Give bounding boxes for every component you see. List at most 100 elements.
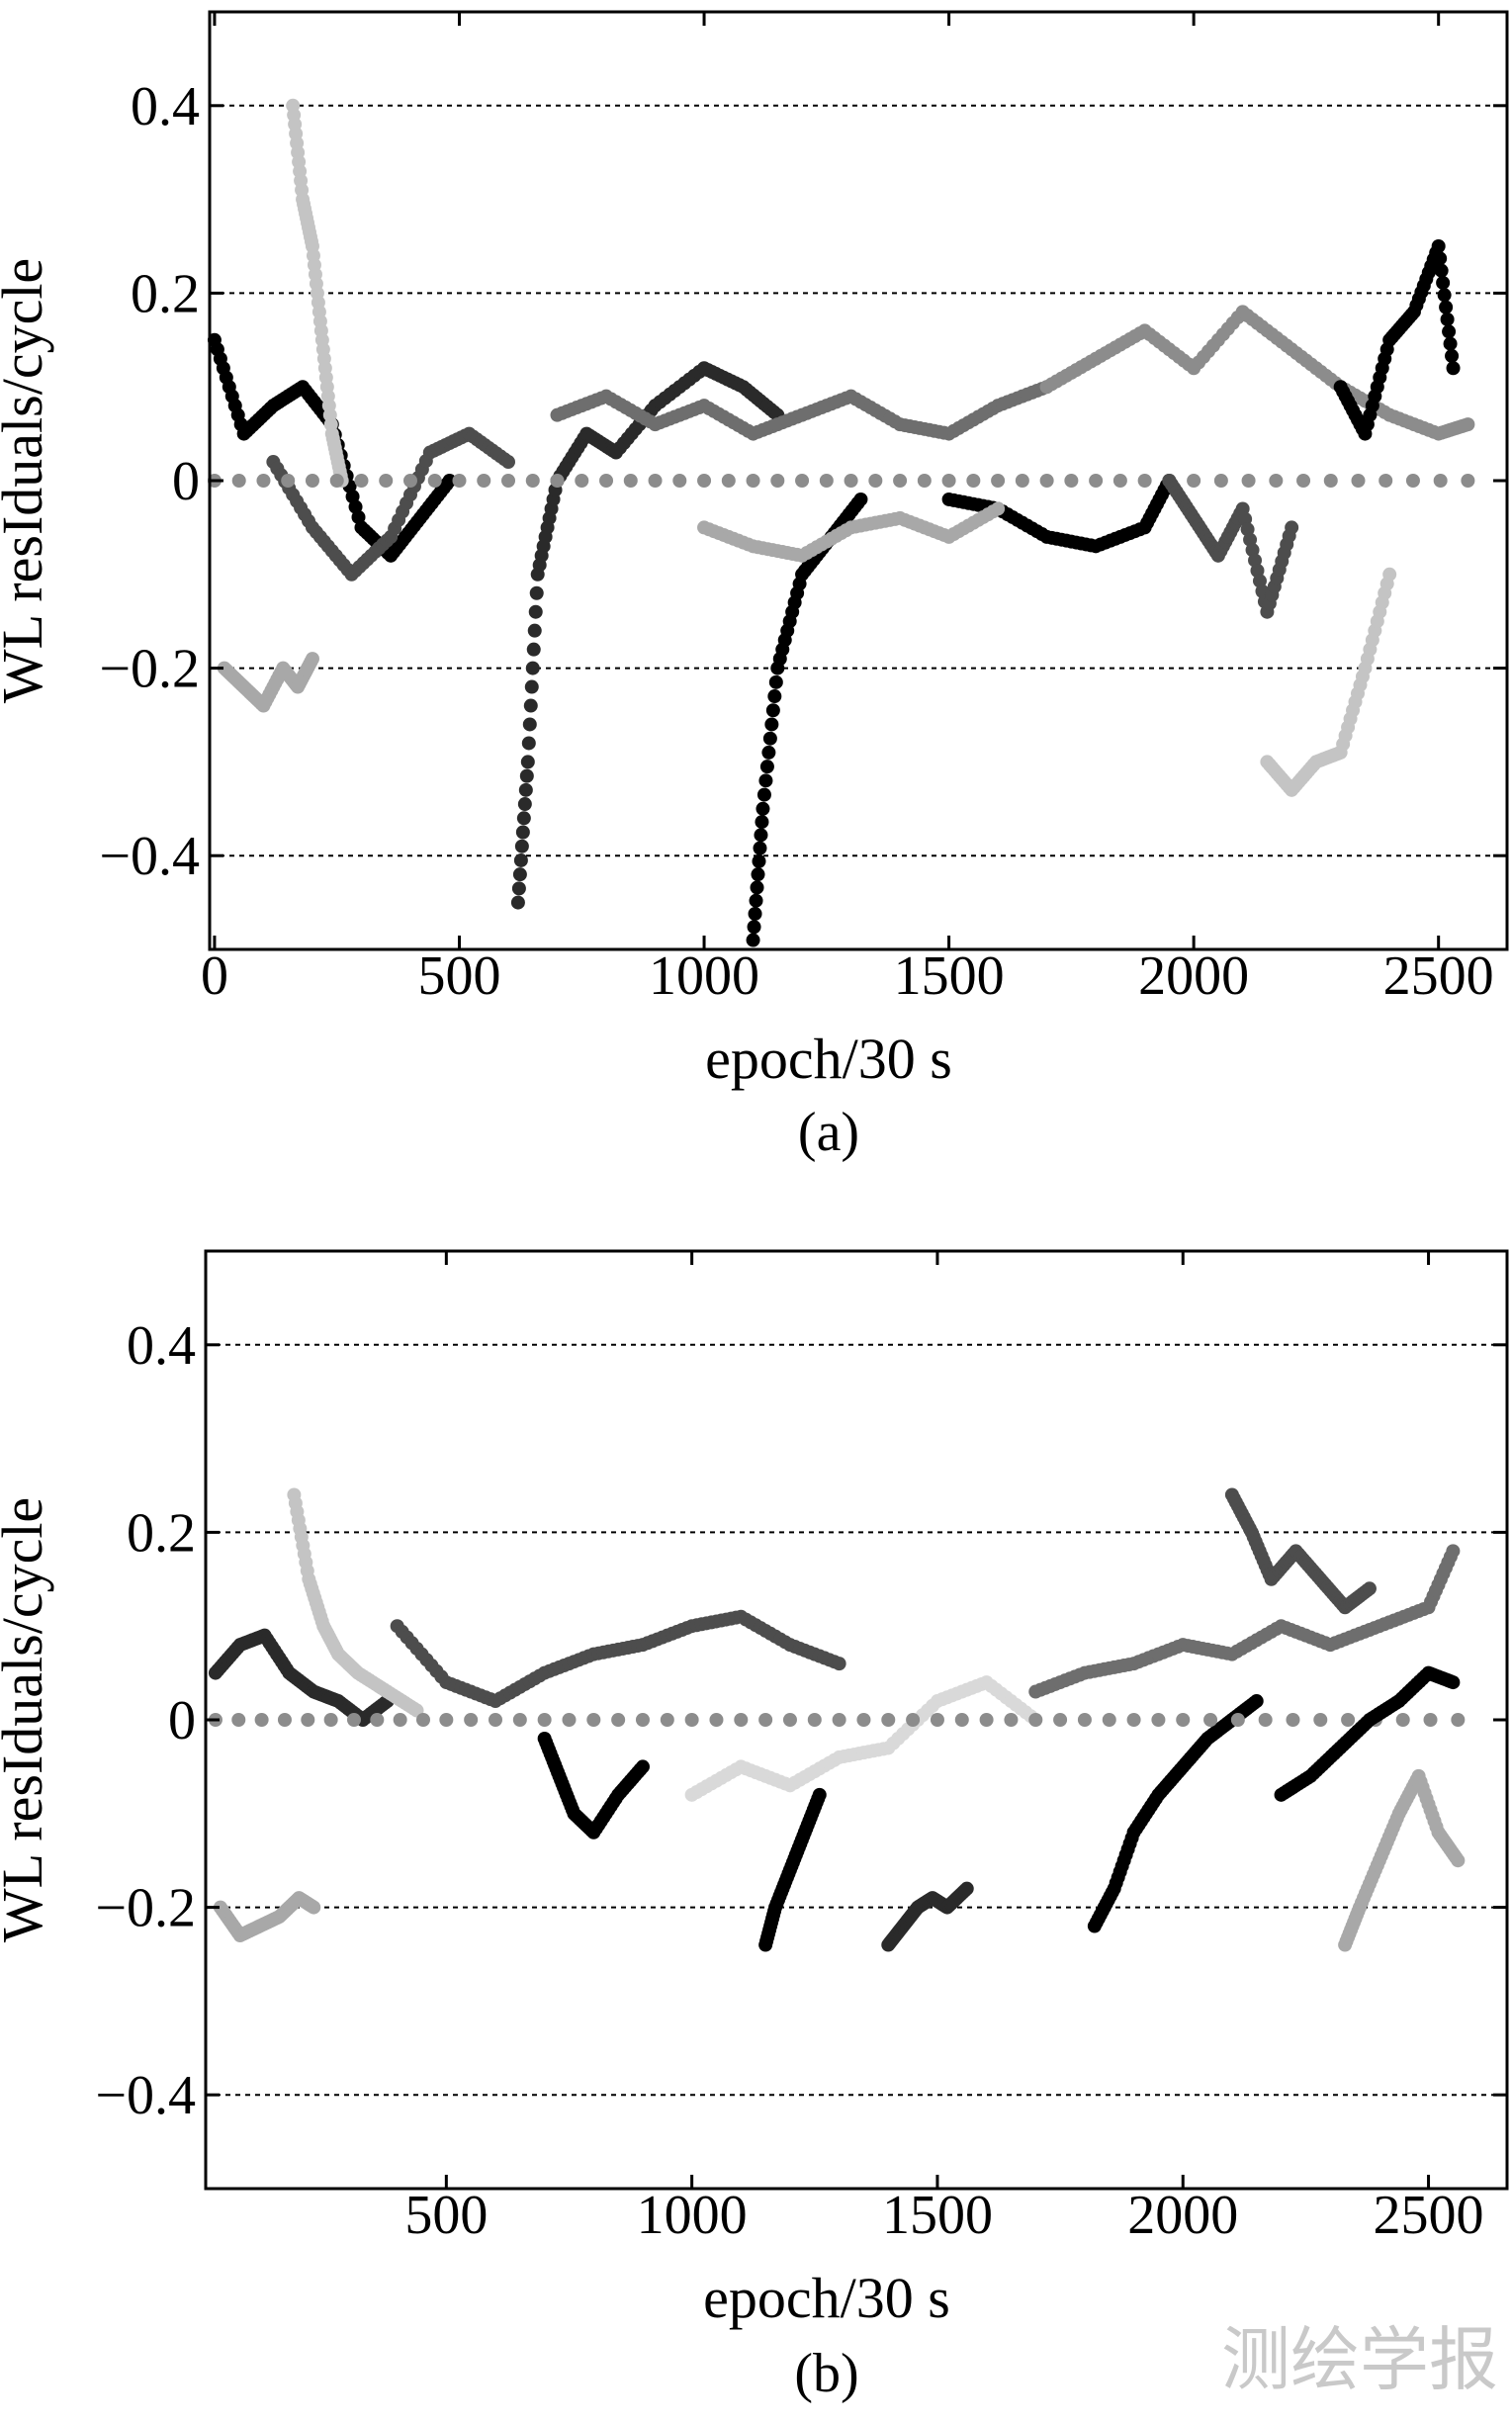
data-point-a-1 (518, 782, 533, 797)
x-tick-label-b-1: 1000 (637, 2185, 748, 2246)
x-tick-label-b-2: 1500 (882, 2185, 993, 2246)
panel-b: 500 1000 1500 2000 2500 0.4 0.2 0 −0.2 −0.4 epoch/… (0, 1249, 1509, 2404)
data-point-a-11 (1433, 474, 1448, 488)
data-point-a-1 (513, 853, 528, 867)
x-axis-title-b: epoch/30 s (703, 2266, 950, 2330)
data-point-a-2 (747, 920, 761, 935)
y-tick-label-a-4: −0.4 (99, 826, 200, 887)
data-point-a-1 (523, 698, 538, 713)
data-point-b-12 (346, 1713, 361, 1727)
data-point-a-11 (1379, 474, 1393, 488)
panel-caption-a: (a) (798, 1102, 859, 1163)
data-point-b-12 (231, 1713, 246, 1727)
data-point-a-1 (512, 867, 527, 882)
data-point-a-1 (525, 661, 540, 675)
x-tick-label-a-1: 500 (417, 945, 500, 1007)
data-point-a-10 (1440, 312, 1455, 326)
data-point-a-1 (521, 736, 536, 751)
x-tick-label-b-0: 500 (404, 2185, 488, 2246)
data-point-b-12 (464, 1713, 479, 1727)
data-point-b-13 (1446, 1675, 1461, 1690)
data-point-a-12 (1250, 564, 1265, 579)
series-a-2 (746, 492, 868, 947)
data-point-b-10 (1446, 1544, 1461, 1559)
data-point-a-2 (764, 717, 779, 732)
data-point-b-12 (1423, 1713, 1438, 1727)
data-point-b-12 (415, 1713, 430, 1727)
x-tick-label-a-5: 2500 (1383, 945, 1494, 1007)
y-tick-label-a-3: −0.2 (99, 639, 200, 700)
x-tick-label-a-0: 0 (201, 945, 228, 1007)
data-point-a-11 (1039, 474, 1054, 488)
data-point-a-1 (514, 839, 529, 853)
data-point-b-7 (1249, 1694, 1264, 1709)
y-tick-label-b-3: −0.2 (95, 1878, 196, 1939)
data-point-a-1 (520, 755, 535, 769)
data-point-a-2 (746, 933, 760, 947)
data-point-b-12 (782, 1713, 797, 1727)
x-tick-label-a-2: 1000 (649, 945, 759, 1007)
data-point-a-2 (748, 906, 762, 921)
data-point-a-2 (759, 760, 774, 774)
data-point-a-11 (231, 474, 246, 488)
data-point-a-12 (1238, 511, 1253, 526)
data-point-a-11 (281, 474, 296, 488)
data-point-a-12 (1245, 543, 1260, 558)
data-point-a-11 (379, 474, 394, 488)
data-point-a-11 (599, 474, 614, 488)
series-a-7 (217, 652, 319, 713)
data-point-b-12 (660, 1713, 674, 1727)
series-a-10 (1333, 239, 1461, 441)
data-point-b-12 (537, 1713, 552, 1727)
data-point-b-6 (959, 1881, 974, 1896)
data-point-b-4 (812, 1787, 827, 1802)
data-point-b-12 (1176, 1713, 1191, 1727)
data-point-b-12 (1053, 1713, 1068, 1727)
data-point-a-2 (756, 787, 771, 802)
series-b-6 (881, 1881, 974, 1952)
data-point-a-11 (893, 474, 908, 488)
data-point-b-12 (1028, 1713, 1043, 1727)
data-point-a-1 (524, 679, 539, 694)
data-point-a-7 (305, 652, 319, 667)
data-point-a-2 (750, 880, 764, 895)
series-a-6 (1039, 305, 1475, 441)
data-point-a-11 (1213, 474, 1228, 488)
data-point-a-10 (1436, 275, 1451, 290)
data-point-a-2 (752, 853, 766, 868)
data-point-a-11 (1064, 474, 1079, 488)
y-axis-title-b: WL resIduals/cycle (0, 1497, 54, 1942)
series-a-13 (697, 501, 1006, 563)
data-point-a-11 (868, 474, 883, 488)
data-point-b-12 (709, 1713, 724, 1727)
data-point-a-2 (767, 689, 782, 704)
y-tick-label-b-2: 0 (168, 1690, 196, 1751)
data-point-a-11 (991, 474, 1006, 488)
data-point-b-12 (635, 1713, 650, 1727)
data-point-b-12 (807, 1713, 822, 1727)
data-point-b-12 (1102, 1713, 1116, 1727)
data-point-b-12 (979, 1713, 994, 1727)
x-tick-label-a-4: 2000 (1138, 945, 1249, 1007)
data-point-b-12 (370, 1713, 385, 1727)
data-point-a-11 (721, 474, 736, 488)
data-point-a-11 (844, 474, 858, 488)
data-point-b-12 (684, 1713, 699, 1727)
data-point-a-1 (528, 604, 543, 619)
data-point-b-12 (254, 1713, 269, 1727)
data-point-a-11 (550, 474, 565, 488)
series-b-1 (287, 1487, 424, 1718)
data-point-a-11 (1461, 474, 1475, 488)
data-point-a-6 (1461, 417, 1475, 432)
data-point-a-1 (517, 797, 532, 812)
data-point-a-11 (648, 474, 663, 488)
series-a-0 (207, 332, 457, 563)
data-point-a-11 (1112, 474, 1127, 488)
data-point-b-8 (1362, 1581, 1377, 1596)
x-tick-label-b-3: 2000 (1127, 2185, 1238, 2246)
data-point-b-12 (734, 1713, 749, 1727)
data-point-a-1 (527, 623, 542, 638)
data-point-a-10 (1434, 263, 1449, 278)
data-point-a-11 (501, 474, 516, 488)
